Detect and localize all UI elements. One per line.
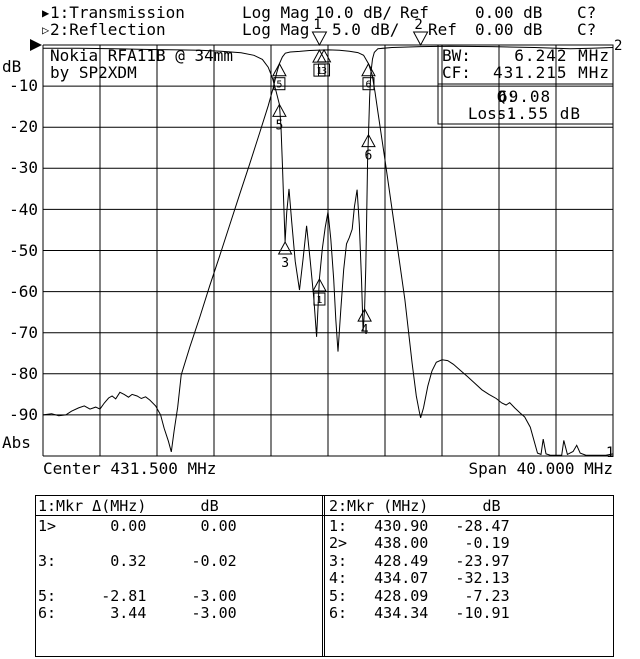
y-tick--80: -80 (9, 364, 38, 383)
trace2-edge-number: 2 (614, 38, 623, 54)
center-frequency-label: Center 431.500 MHz (43, 459, 217, 478)
marker-row: 3: 0.32 -0.02 (38, 551, 237, 570)
trace1-active-arrow-icon: ▶ (42, 6, 50, 20)
y-axis-unit-label: dB (2, 57, 22, 76)
active-marker-2-indicator-icon (412, 31, 429, 47)
marker-row: 4: 434.07 -32.13 (329, 569, 510, 588)
marker-1-trace2-number: 1 (316, 295, 322, 306)
trace1-format: Log Mag (242, 3, 310, 22)
y-tick--70: -70 (9, 323, 38, 342)
transmission-trace (42, 49, 614, 456)
marker-3-trace2-triangle-icon (277, 240, 293, 255)
marker-row: 3: 428.49 -23.97 (329, 551, 510, 570)
device-title-line2: by SP2XDM (50, 63, 137, 82)
y-tick--50: -50 (9, 241, 38, 260)
q-value: 69.08 (498, 87, 552, 106)
loss-value: -1.55 dB (496, 104, 582, 123)
marker-table-trace1: 1:Mkr Δ(MHz) dB 1> 0.00 0.00 3: 0.32 -0.… (35, 495, 325, 657)
marker-6-trace1-triangle-icon (361, 62, 376, 77)
y-tick--60: -60 (9, 282, 38, 301)
y-tick--30: -30 (9, 158, 38, 177)
marker-3-trace1-triangle-icon (316, 48, 332, 63)
trace1-ref-label: Ref (400, 3, 429, 22)
active-marker-1-number: 1 (313, 17, 321, 33)
y-tick--90: -90 (9, 405, 38, 424)
marker-row: 6: 3.44 -3.00 (38, 604, 237, 622)
marker-5-trace1-number-box (273, 77, 286, 91)
marker-1-trace2-triangle-icon (312, 277, 327, 292)
marker-row: 2> 438.00 -0.19 (329, 534, 510, 553)
table-header-divider (323, 515, 613, 516)
y-tick--40: -40 (9, 200, 38, 219)
marker-5-trace1-triangle-icon (272, 62, 287, 77)
marker-6-trace1-number-box (362, 77, 375, 91)
marker-3-trace1-number: 3 (321, 66, 327, 77)
marker-table1-header: 1:Mkr Δ(MHz) dB (38, 497, 219, 515)
cf-value: 431.215 MHz (493, 63, 610, 82)
marker-5-trace2-triangle-icon (272, 103, 287, 117)
trace2-cal-status: C? (577, 20, 597, 39)
trace1-scale: 10.0 dB/ (315, 3, 393, 22)
q-label: Q: (496, 87, 516, 106)
table-header-divider (36, 515, 324, 516)
marker-row: 5: 428.09 -7.23 (329, 586, 510, 605)
marker-5-trace1-number: 5 (276, 80, 282, 91)
trace2-format: Log Mag (242, 20, 310, 39)
q-loss-box (437, 83, 614, 125)
marker-6-trace2-triangle-icon (361, 133, 376, 148)
y-tick--10: -10 (9, 76, 38, 95)
device-title-line1: Nokia RFA11B @ 34mm (50, 46, 234, 65)
marker-1-trace1-triangle-icon (312, 49, 327, 63)
marker-1-trace1-number: 1 (316, 66, 322, 77)
bw-label: BW: (442, 46, 471, 65)
loss-label: Loss: (467, 104, 516, 123)
trace2-scale: 5.0 dB/ (332, 20, 400, 39)
marker-row: 1: 430.90 -28.47 (329, 517, 510, 535)
trace2-label: 2:Reflection (50, 20, 166, 39)
trace2-ref-label: Ref (428, 20, 457, 39)
trace1-ref-value: 0.00 dB (475, 3, 543, 22)
bw-value: 6.242 MHz (514, 46, 610, 65)
marker-table2-header: 2:Mkr (MHz) dB (329, 497, 501, 515)
trace2-ref-value: 0.00 dB (475, 20, 543, 39)
marker-row: 6: 434.34 -10.91 (329, 604, 510, 622)
marker-4-trace2-triangle-icon (357, 308, 372, 322)
trace1-label: 1:Transmission (50, 3, 185, 22)
trace2-inactive-arrow-icon: ▷ (42, 23, 50, 37)
marker-6-trace1-number: 6 (365, 80, 371, 91)
trace1-cal-status: C? (577, 3, 597, 22)
span-label: Span 40.000 MHz (468, 459, 614, 478)
marker-1-trace2-number-box (313, 292, 326, 306)
reflection-trace (43, 45, 614, 352)
marker-4-trace2-number: 4 (361, 323, 369, 338)
cf-label: CF: (442, 63, 471, 82)
trace1-edge-number: 1 (606, 445, 615, 461)
marker-row: 1> 0.00 0.00 (38, 517, 237, 535)
marker-6-trace2-number: 6 (365, 149, 373, 164)
marker-row: 5: -2.81 -3.00 (38, 586, 237, 605)
active-marker-1-indicator-icon (311, 31, 328, 47)
active-marker-2-number: 2 (414, 17, 422, 33)
marker-5-trace2-number: 5 (275, 118, 283, 133)
y-tick--20: -20 (9, 117, 38, 136)
marker-3-trace2-number: 3 (281, 256, 289, 271)
reference-level-arrow-icon (30, 39, 42, 51)
y-axis-abs-label: Abs (2, 433, 31, 452)
marker-3-trace1-number-box (318, 63, 331, 77)
marker-table-trace2: 2:Mkr (MHz) dB 1: 430.90 -28.47 2> 438.0… (322, 495, 614, 657)
